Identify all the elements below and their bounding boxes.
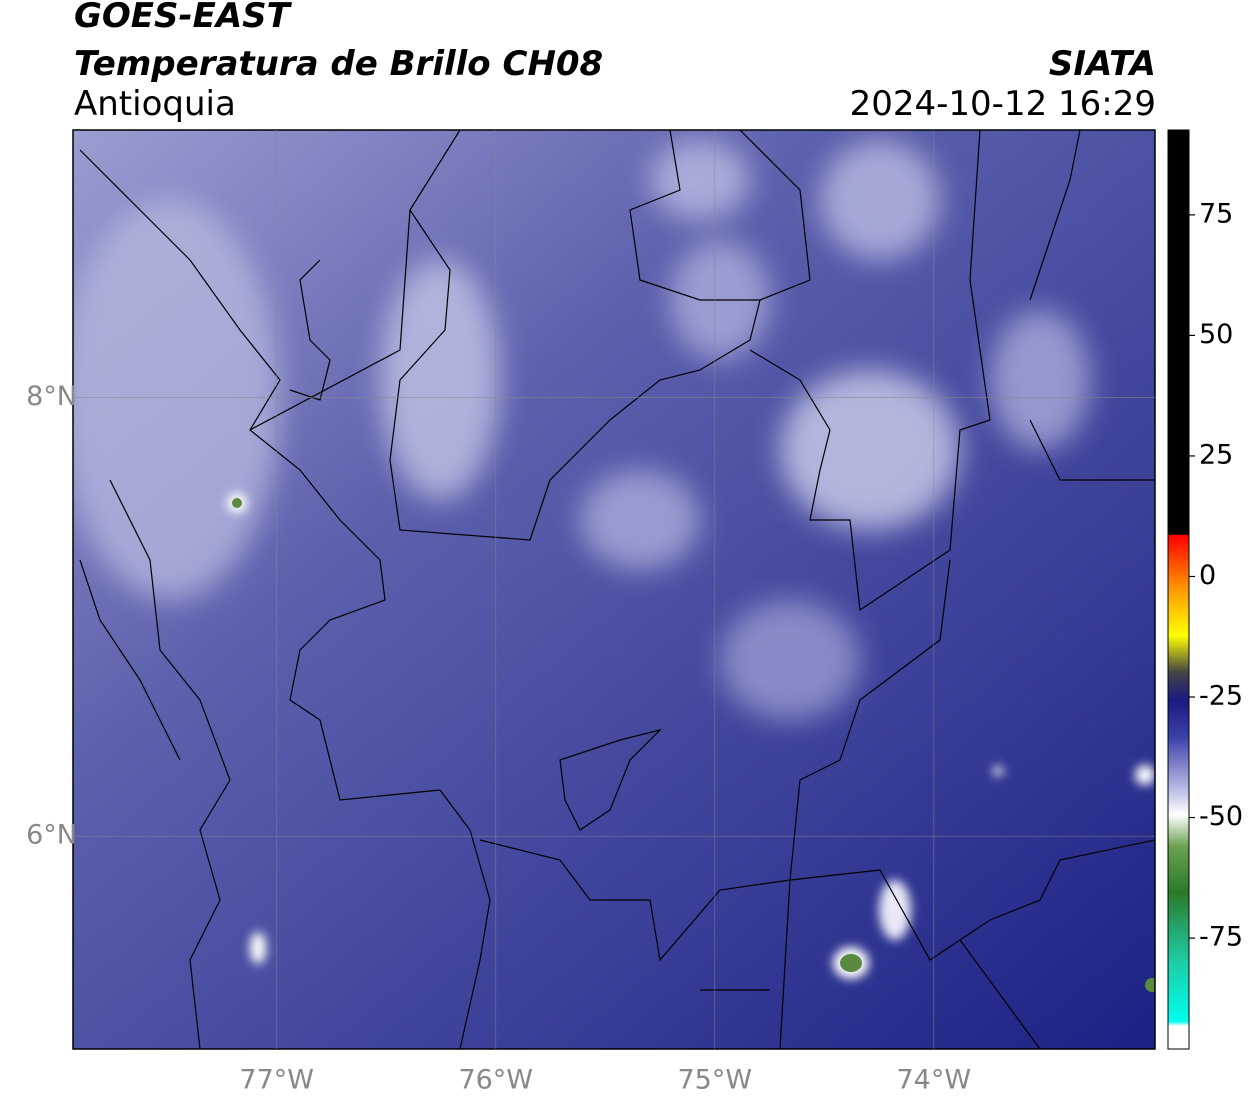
colorbar-tick-label: 75 <box>1199 198 1233 229</box>
colorbar-tick-label: 50 <box>1199 319 1233 350</box>
cold-spot <box>1145 978 1155 992</box>
colorbar-tick-label: -75 <box>1199 922 1243 953</box>
product-title: Temperatura de Brillo CH08 <box>74 44 604 84</box>
colorbar-tick-label: -25 <box>1199 681 1243 712</box>
x-tick-label: 75°W <box>677 1065 752 1096</box>
cold-spot <box>232 498 242 508</box>
datetime-label: 2024-10-12 16:29 <box>849 84 1156 124</box>
colorbar <box>1167 129 1190 1050</box>
y-tick-label: 8°N <box>26 381 77 412</box>
map-field <box>73 130 1155 1049</box>
y-tick-label: 6°N <box>26 820 77 851</box>
region-label: Antioquia <box>74 84 236 124</box>
x-tick-label: 76°W <box>458 1065 533 1096</box>
colorbar-tick-label: -50 <box>1199 801 1243 832</box>
x-tick-label: 77°W <box>239 1065 314 1096</box>
cold-spot <box>840 954 862 972</box>
borders <box>79 130 1155 1049</box>
colorbar-tick-label: 0 <box>1199 560 1216 591</box>
satellite-title: GOES-EAST <box>74 0 290 36</box>
x-tick-label: 74°W <box>897 1065 972 1096</box>
source-label: SIATA <box>1048 44 1156 84</box>
cloud-field <box>73 140 1090 720</box>
colorbar-tick-label: 25 <box>1199 439 1233 470</box>
map-frame <box>72 129 1156 1050</box>
